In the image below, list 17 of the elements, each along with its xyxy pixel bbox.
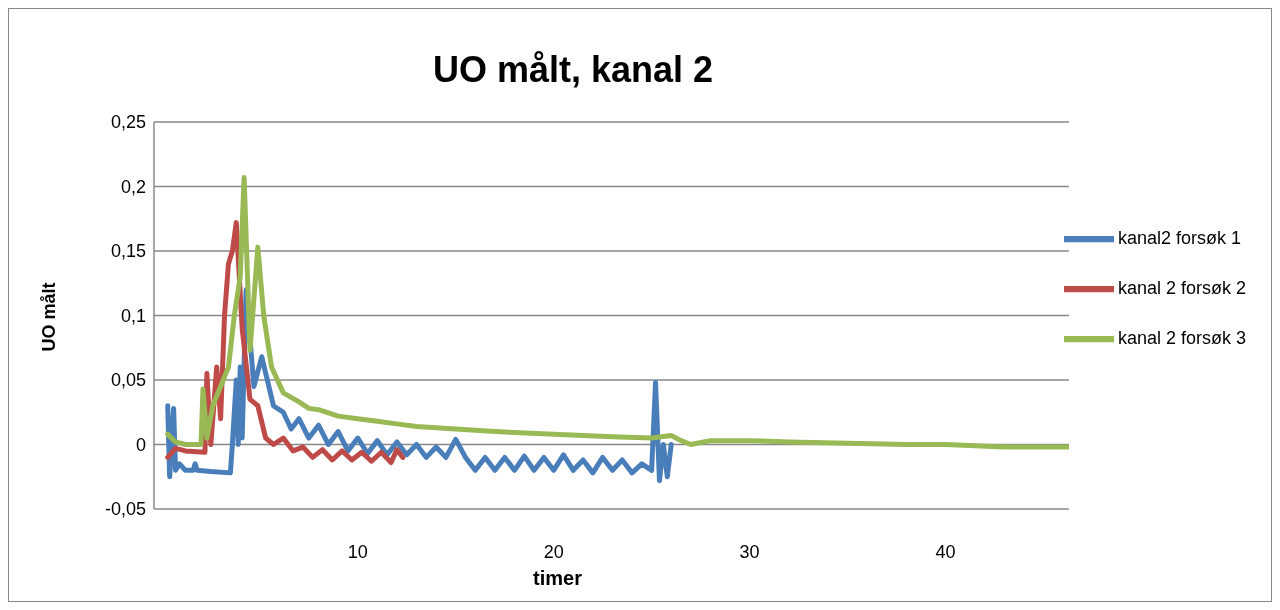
legend-label: kanal 2 forsøk 2 (1117, 277, 1246, 298)
y-tick-label: 0 (135, 434, 146, 455)
x-tick-label: 20 (543, 541, 564, 562)
legend-label: kanal2 forsøk 1 (1117, 227, 1241, 248)
x-tick-label: 10 (347, 541, 368, 562)
y-tick-label: 0,05 (110, 370, 146, 391)
y-tick-label: 0,1 (120, 305, 146, 326)
y-tick-label: 0,2 (120, 176, 146, 197)
x-axis-title: timer (532, 567, 583, 590)
y-tick-label: -0,05 (104, 499, 146, 520)
x-tick-label: 30 (739, 541, 760, 562)
y-axis-title: UO målt (38, 282, 60, 352)
x-tick-label: 40 (935, 541, 956, 562)
legend-label: kanal 2 forsøk 3 (1117, 327, 1246, 348)
y-tick-label: 0,25 (110, 112, 146, 133)
y-tick-label: 0,15 (110, 241, 146, 262)
chart-title: UO målt, kanal 2 (431, 49, 715, 91)
